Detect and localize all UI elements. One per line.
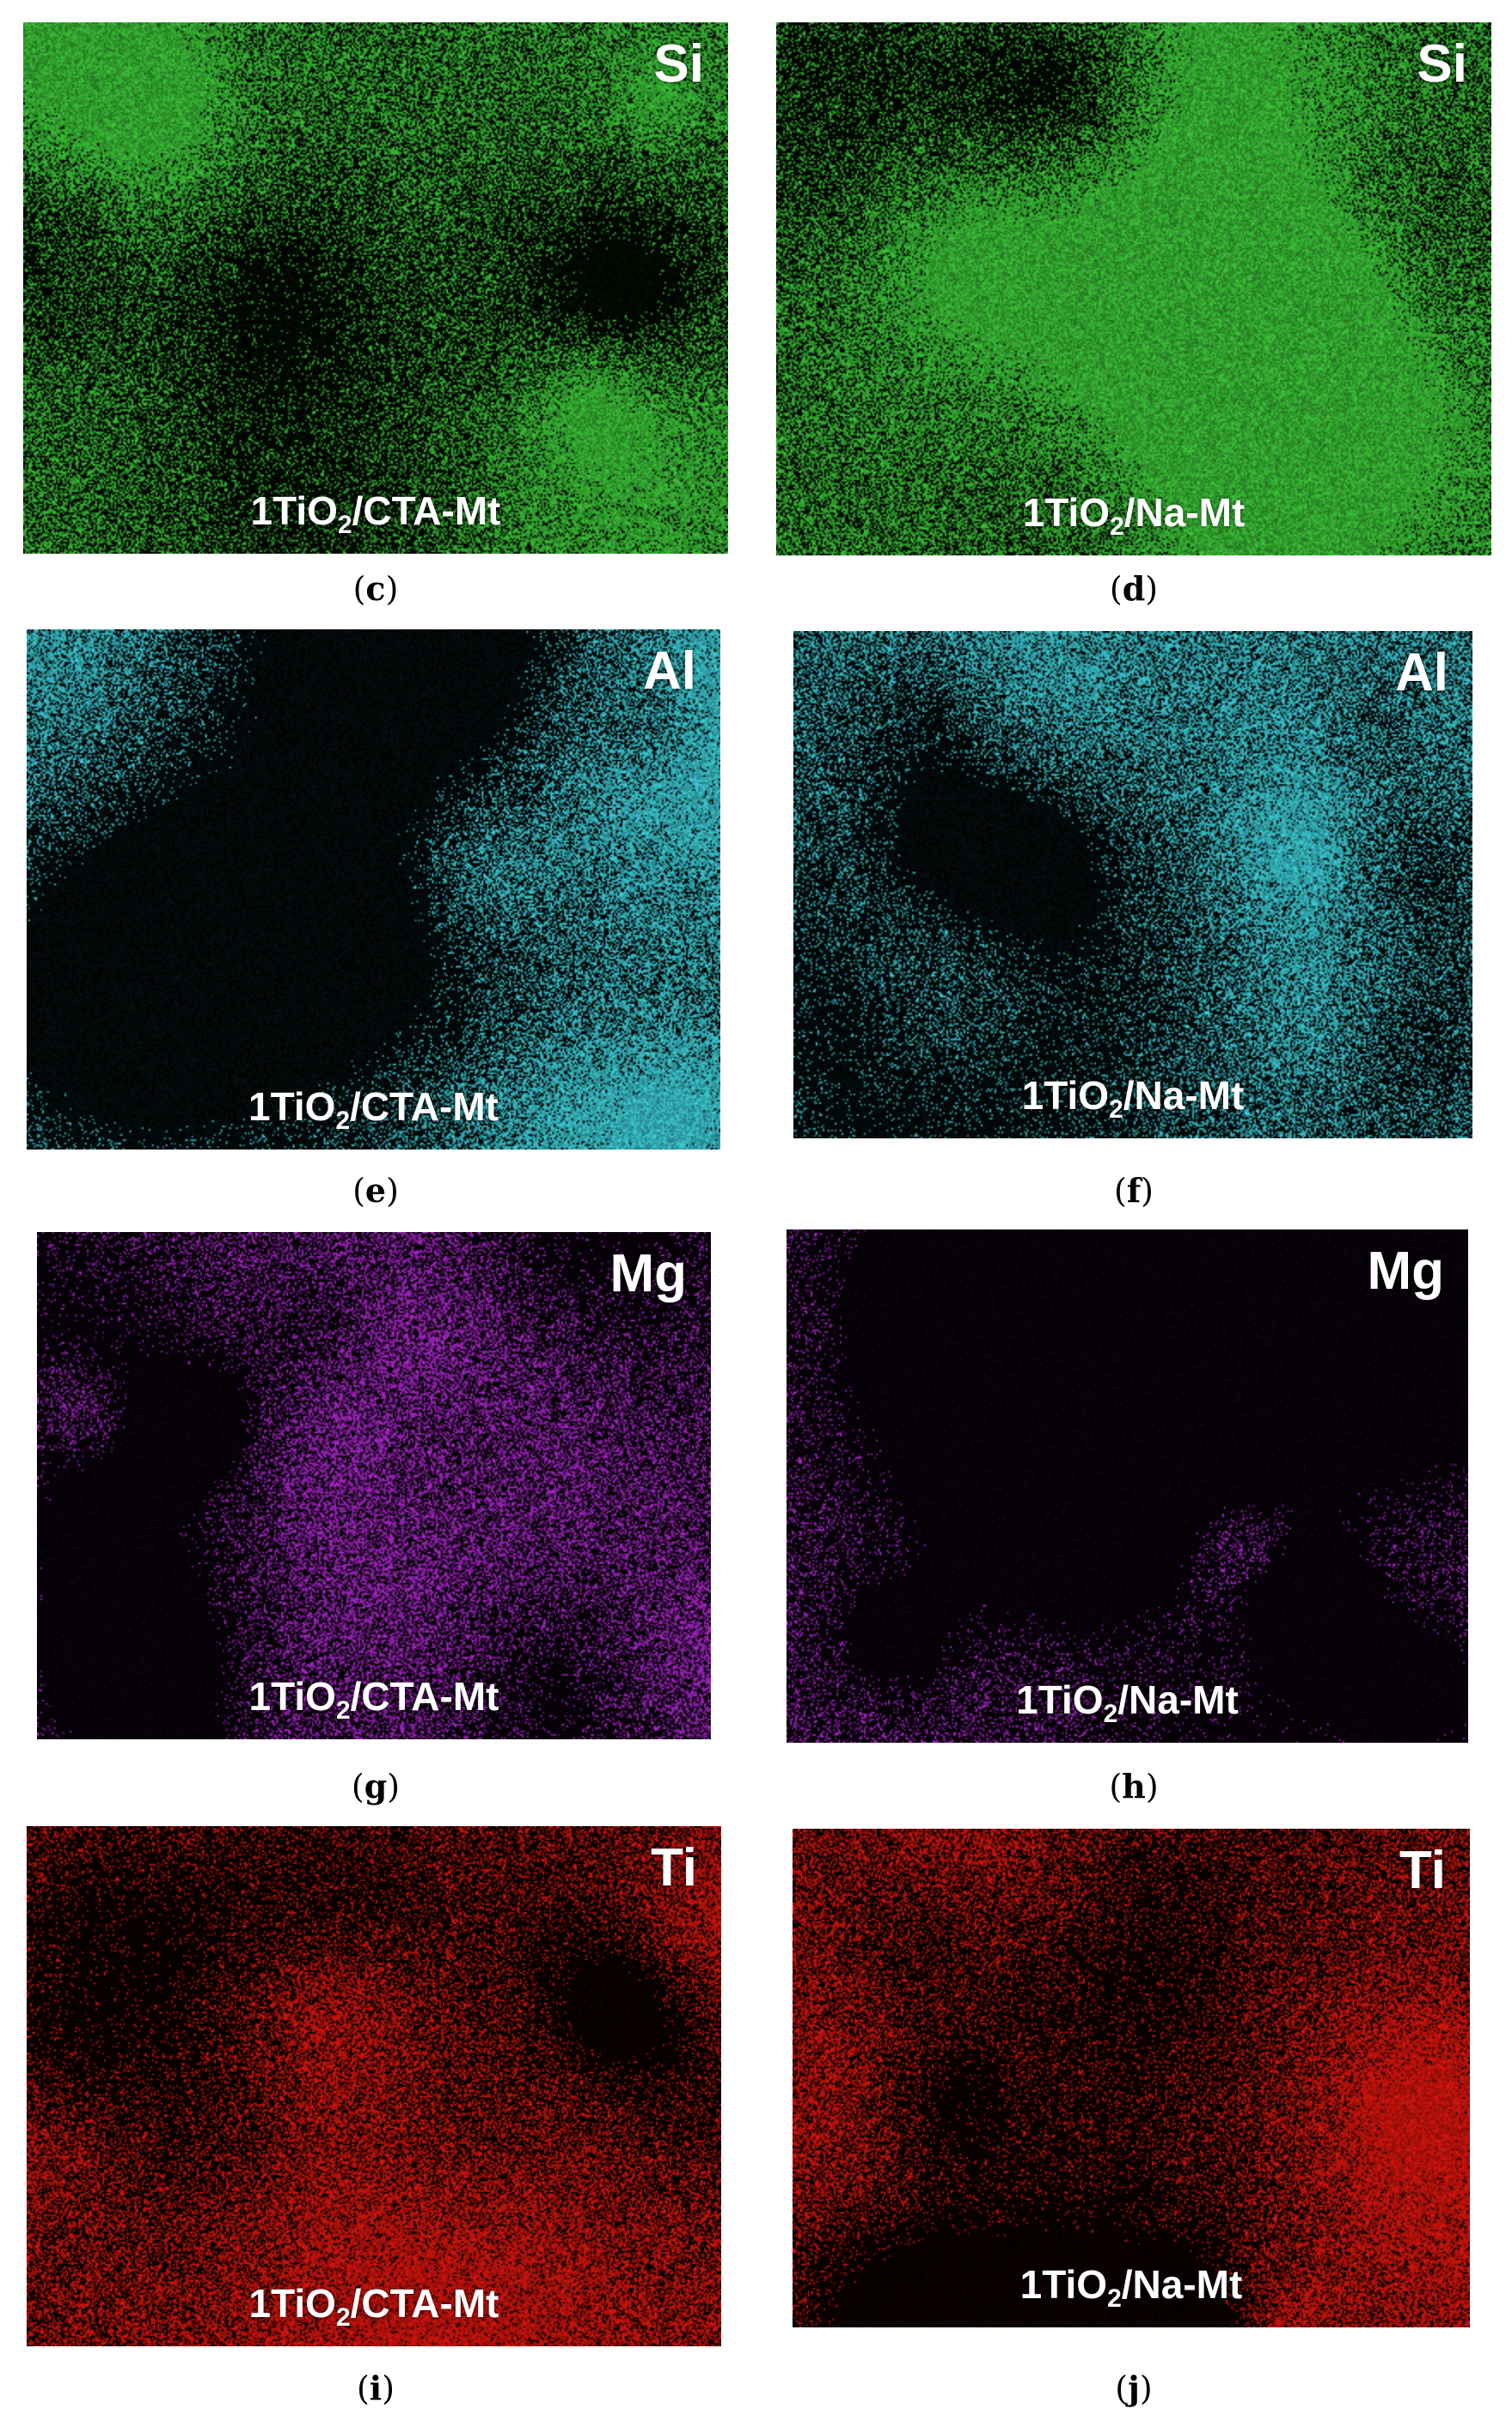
ti-map-image: [27, 1826, 721, 2346]
mg-map-na-mt: Mg 1TiO2/Na-Mt: [787, 1229, 1468, 1743]
al-map-image: [27, 629, 720, 1150]
element-label: Al: [643, 641, 696, 701]
mg-map-cta-mt: Mg 1TiO2/CTA-Mt: [37, 1232, 711, 1739]
si-map-na-mt: Si 1TiO2/Na-Mt: [776, 22, 1491, 555]
panel-caption-f: (f): [1113, 1171, 1154, 1210]
mg-map-image: [787, 1229, 1468, 1743]
element-label: Ti: [1399, 1841, 1446, 1900]
ti-map-cta-mt: Ti 1TiO2/CTA-Mt: [27, 1826, 721, 2346]
panel-caption-c: (c): [352, 569, 399, 608]
element-label: Al: [1395, 643, 1448, 702]
panel-caption-i: (i): [356, 2369, 395, 2407]
ti-map-image: [793, 1829, 1470, 2327]
panel-caption-g: (g): [351, 1767, 401, 1806]
mg-map-image: [37, 1232, 711, 1739]
sample-label: 1TiO2/CTA-Mt: [248, 1674, 499, 1725]
al-map-cta-mt: Al 1TiO2/CTA-Mt: [27, 629, 720, 1150]
element-label: Mg: [1367, 1242, 1444, 1301]
element-label: Ti: [651, 1838, 697, 1898]
element-label: Si: [653, 34, 704, 94]
al-map-na-mt: Al 1TiO2/Na-Mt: [793, 631, 1472, 1138]
sample-label: 1TiO2/Na-Mt: [1016, 1677, 1239, 1728]
panel-caption-e: (e): [352, 1171, 399, 1210]
sample-label: 1TiO2/Na-Mt: [1021, 1073, 1245, 1124]
panel-caption-j: (j): [1115, 2369, 1153, 2407]
element-label: Si: [1417, 34, 1467, 94]
panel-caption-d: (d): [1109, 569, 1159, 608]
si-map-image: [23, 22, 728, 554]
sample-label: 1TiO2/CTA-Mt: [248, 1084, 499, 1135]
si-map-cta-mt: Si 1TiO2/CTA-Mt: [23, 22, 728, 554]
sample-label: 1TiO2/Na-Mt: [1022, 490, 1246, 541]
al-map-image: [793, 631, 1472, 1138]
element-label: Mg: [609, 1244, 687, 1303]
panel-caption-h: (h): [1109, 1767, 1159, 1806]
ti-map-na-mt: Ti 1TiO2/Na-Mt: [793, 1829, 1470, 2327]
sample-label: 1TiO2/CTA-Mt: [248, 2281, 499, 2332]
sample-label: 1TiO2/CTA-Mt: [250, 488, 501, 539]
si-map-image: [776, 22, 1491, 555]
sample-label: 1TiO2/Na-Mt: [1019, 2262, 1243, 2313]
